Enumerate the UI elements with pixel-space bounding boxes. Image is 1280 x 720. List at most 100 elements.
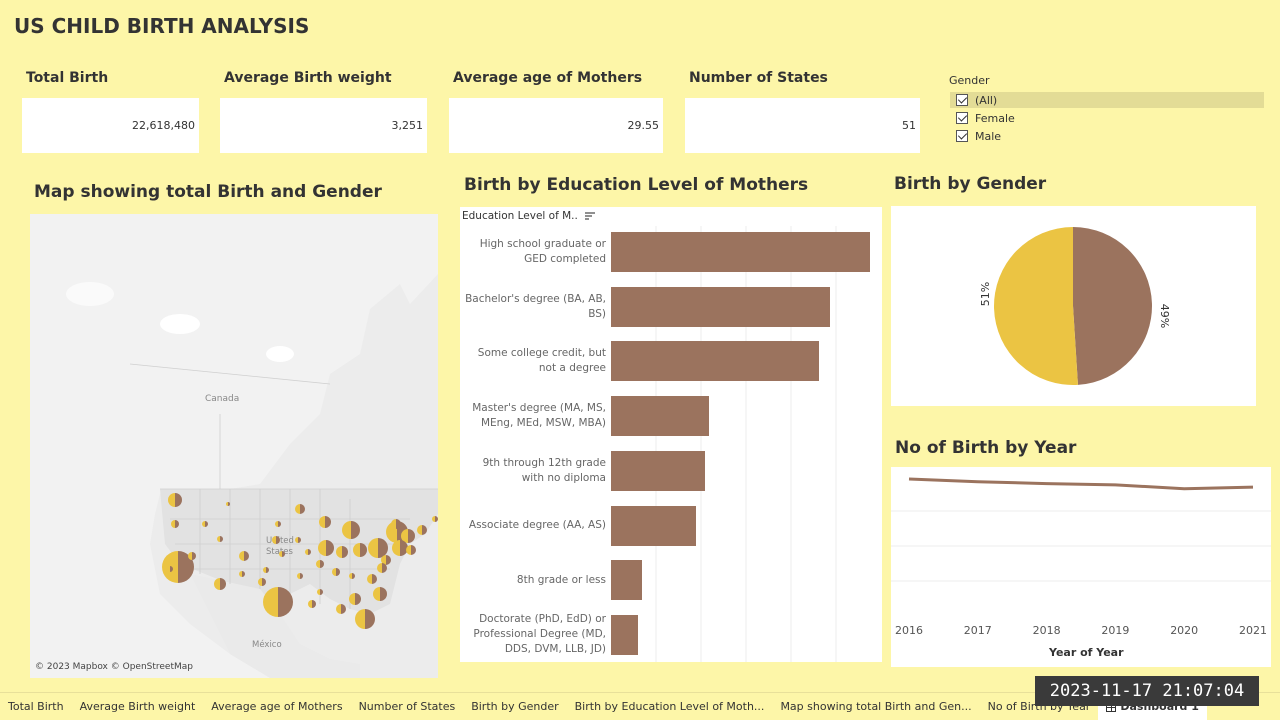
tab-average-age-mothers[interactable]: Average age of Mothers bbox=[211, 700, 343, 713]
education-bar-label-line: Doctorate (PhD, EdD) or bbox=[479, 613, 606, 626]
pie-slice-male bbox=[1073, 227, 1153, 385]
kpi-avg-age-label: Average age of Mothers bbox=[453, 70, 643, 86]
education-bar-label-line: Bachelor's degree (BA, AB, bbox=[465, 292, 606, 305]
gender-filter-male[interactable]: Male bbox=[950, 128, 1264, 144]
education-bar[interactable] bbox=[611, 232, 870, 272]
education-bar[interactable] bbox=[611, 450, 705, 491]
education-bar-label-line: with no diploma bbox=[521, 471, 606, 484]
gender-filter-female[interactable]: Female bbox=[950, 110, 1264, 126]
map-pie-male bbox=[278, 521, 281, 527]
education-bar-label-line: High school graduate or bbox=[479, 238, 606, 250]
map-pie-female bbox=[239, 551, 244, 561]
map-pie-female bbox=[308, 600, 312, 608]
map-pie-male bbox=[325, 516, 331, 528]
map-pie-male bbox=[360, 543, 367, 557]
sort-descending-icon[interactable] bbox=[584, 211, 596, 221]
education-field-header[interactable]: Education Level of M.. bbox=[462, 210, 596, 222]
education-bar-label-line: 8th grade or less bbox=[516, 573, 606, 586]
education-bar[interactable] bbox=[611, 341, 819, 382]
map-pie-male bbox=[175, 520, 179, 528]
checkbox-checked-icon[interactable] bbox=[956, 130, 968, 142]
map-pie-male bbox=[242, 571, 245, 577]
gender-chart-title: Birth by Gender bbox=[894, 174, 1047, 194]
year-chart-xlabel: Year of Year bbox=[1049, 646, 1124, 659]
map-pie-female bbox=[279, 551, 282, 557]
gender-filter-male-label: Male bbox=[975, 129, 1002, 143]
map-pie-male bbox=[378, 538, 388, 558]
education-chart-title: Birth by Education Level of Mothers bbox=[464, 175, 809, 195]
map-pie-female bbox=[214, 578, 220, 590]
map-pie-male bbox=[355, 593, 361, 605]
map-pie-male bbox=[228, 502, 230, 506]
map-label-canada: Canada bbox=[205, 394, 240, 404]
map-pie-male bbox=[170, 566, 173, 572]
education-bar-label: Some college credit, but not a degree bbox=[460, 346, 606, 376]
map-pie-male bbox=[320, 589, 323, 595]
gender-filter-all[interactable]: (All) bbox=[950, 92, 1264, 108]
education-bar[interactable] bbox=[611, 396, 710, 437]
map-pie-female bbox=[318, 540, 326, 556]
year-chart-title: No of Birth by Year bbox=[895, 438, 1077, 458]
year-tick-label: 2021 bbox=[1239, 624, 1267, 637]
year-tick-label: 2020 bbox=[1170, 624, 1199, 637]
map-pie-female bbox=[168, 493, 175, 507]
tab-average-birth-weight[interactable]: Average Birth weight bbox=[79, 700, 196, 713]
year-tick-label: 2019 bbox=[1101, 624, 1130, 637]
map-canvas[interactable] bbox=[30, 214, 438, 678]
map-pie-female bbox=[381, 555, 386, 565]
education-bar[interactable] bbox=[611, 286, 830, 327]
tab-birth-by-gender[interactable]: Birth by Gender bbox=[471, 700, 559, 713]
map-pie-markers[interactable] bbox=[30, 214, 438, 678]
map-pie-male bbox=[244, 551, 249, 561]
education-bar-label: High school graduate or GED completed bbox=[460, 237, 606, 267]
checkbox-checked-icon[interactable] bbox=[956, 112, 968, 124]
education-bar[interactable] bbox=[611, 614, 638, 655]
education-bar-label-line: GED completed bbox=[524, 253, 606, 265]
kpi-total-birth-value[interactable]: 22,618,480 bbox=[22, 98, 199, 153]
tab-birth-by-education[interactable]: Birth by Education Level of Moth... bbox=[574, 700, 765, 713]
map-pie-female bbox=[332, 568, 336, 576]
tab-number-of-states[interactable]: Number of States bbox=[358, 700, 456, 713]
education-bar-label: Master's degree (MA, MS, MEng, MEd, MSW, … bbox=[460, 401, 606, 431]
map-pie-male bbox=[341, 604, 346, 614]
map-pie-female bbox=[373, 587, 380, 601]
map-pie-male bbox=[205, 521, 208, 527]
map-view[interactable]: Canada United States México © 2023 Mapbo… bbox=[30, 214, 438, 678]
gender-filter-title: Gender bbox=[949, 74, 990, 87]
year-tick-label: 2017 bbox=[963, 624, 992, 637]
map-pie-male bbox=[400, 540, 408, 556]
map-pie-male bbox=[380, 587, 387, 601]
education-bar[interactable] bbox=[611, 505, 696, 546]
education-bar-label-line: Master's degree (MA, MS, bbox=[472, 402, 606, 415]
gender-pie-svg[interactable]: 51% 49% bbox=[891, 206, 1256, 406]
map-pie-male bbox=[408, 529, 415, 543]
education-bar-label-line: not a degree bbox=[538, 362, 606, 375]
year-line-svg[interactable] bbox=[891, 467, 1271, 667]
education-bar-label-line: Professional Degree (MD, bbox=[473, 628, 606, 641]
education-bar-label-line: MEng, MEd, MSW, MBA) bbox=[480, 417, 606, 430]
map-label-mexico: México bbox=[252, 640, 282, 650]
map-pie-male bbox=[262, 578, 266, 586]
checkbox-checked-icon[interactable] bbox=[956, 94, 968, 106]
map-pie-female bbox=[202, 521, 205, 527]
map-pie-female bbox=[275, 521, 278, 527]
map-pie-male bbox=[300, 504, 305, 514]
map-pie-female bbox=[297, 573, 300, 579]
kpi-avg-weight-value[interactable]: 3,251 bbox=[220, 98, 427, 153]
education-bar-label-line: Some college credit, but bbox=[477, 347, 606, 360]
map-pie-male bbox=[278, 587, 293, 617]
education-bar[interactable] bbox=[611, 560, 643, 601]
kpi-states-value[interactable]: 51 bbox=[685, 98, 920, 153]
map-pie-male bbox=[320, 560, 324, 568]
map-pie-male bbox=[276, 536, 280, 544]
gender-chart-panel: 51% 49% bbox=[891, 206, 1256, 406]
gender-filter-female-label: Female bbox=[975, 111, 1015, 125]
map-pie-female bbox=[432, 516, 435, 522]
kpi-avg-weight-label: Average Birth weight bbox=[224, 70, 392, 86]
map-attribution[interactable]: © 2023 Mapbox © OpenStreetMap bbox=[35, 662, 193, 672]
map-pie-female bbox=[217, 536, 220, 542]
tab-total-birth[interactable]: Total Birth bbox=[8, 700, 64, 713]
tab-map-birth-gender[interactable]: Map showing total Birth and Gen... bbox=[780, 700, 972, 713]
map-pie-male bbox=[396, 519, 401, 529]
kpi-avg-age-value[interactable]: 29.55 bbox=[449, 98, 663, 153]
